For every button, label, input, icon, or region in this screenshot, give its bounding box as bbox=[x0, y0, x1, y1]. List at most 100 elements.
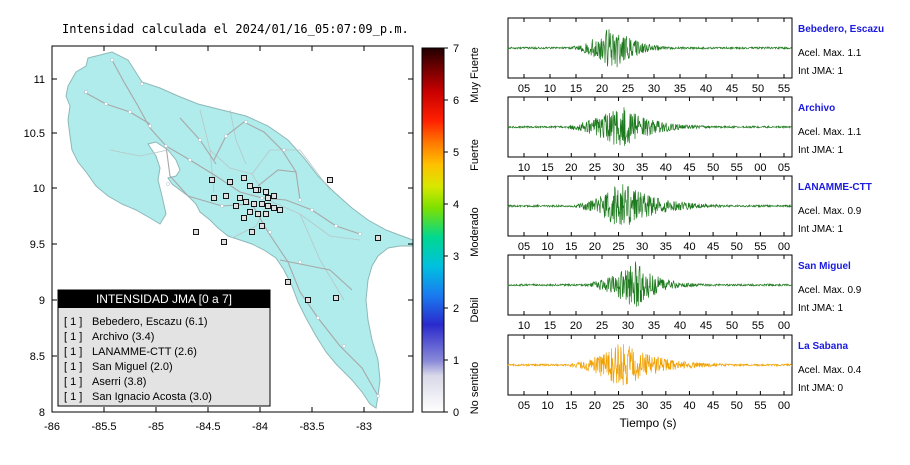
town-dot-6 bbox=[166, 182, 170, 186]
trace-jma-4: Int JMA: 0 bbox=[798, 383, 843, 394]
legend-header-bar bbox=[58, 290, 270, 308]
trace-tick-label-4-11: 00 bbox=[778, 400, 790, 412]
legend-intensity-1: [ 1 ] bbox=[64, 331, 82, 343]
town-dot-18 bbox=[342, 344, 346, 348]
trace-tick-label-1-5: 35 bbox=[636, 162, 648, 174]
station-marker-24 bbox=[327, 177, 333, 183]
trace-tick-label-0-5: 30 bbox=[648, 83, 660, 95]
trace-tick-label-0-7: 40 bbox=[700, 83, 712, 95]
station-marker-26 bbox=[285, 279, 291, 285]
trace-tick-label-2-3: 20 bbox=[589, 241, 601, 253]
trace-accel-4: Acel. Max. 0.4 bbox=[798, 365, 862, 376]
colorbar-label-3: Fuerte bbox=[469, 139, 481, 171]
station-marker-10 bbox=[259, 201, 265, 207]
trace-tick-label-2-8: 45 bbox=[707, 241, 719, 253]
trace-tick-label-3-6: 40 bbox=[674, 320, 686, 332]
legend-intensity-2: [ 1 ] bbox=[64, 346, 82, 358]
colorbar-tick-label-5: 5 bbox=[453, 147, 459, 159]
trace-tick-label-3-3: 25 bbox=[596, 320, 608, 332]
station-marker-29 bbox=[253, 187, 259, 193]
station-marker-27 bbox=[333, 295, 339, 301]
trace-tick-label-4-8: 45 bbox=[707, 400, 719, 412]
road-3 bbox=[83, 91, 151, 125]
colorbar-tick-label-2: 2 bbox=[453, 303, 459, 315]
colorbar-label-1: Debil bbox=[469, 297, 481, 322]
lat-tick-label-4: 9 bbox=[39, 295, 45, 307]
trace-panel-0: 05 10 15 20 25 30 35 40 45 50 55 Bebedero, Escazu Ac… bbox=[507, 17, 884, 95]
waveform-2 bbox=[507, 184, 793, 225]
station-marker-12 bbox=[271, 205, 277, 211]
province-boundary-8 bbox=[299, 149, 331, 191]
trace-tick-label-1-3: 25 bbox=[589, 162, 601, 174]
trace-tick-label-1-9: 55 bbox=[731, 162, 743, 174]
waveform-3 bbox=[507, 261, 793, 307]
legend-intensity-4: [ 1 ] bbox=[64, 376, 82, 388]
colorbar-tick-label-0: 0 bbox=[453, 407, 459, 419]
map-legend: INTENSIDAD JMA [0 a 7] [ 1 ] Bebedero, Esc… bbox=[57, 289, 271, 407]
trace-tick-label-3-0: 10 bbox=[518, 320, 530, 332]
costa-rica-land bbox=[65, 51, 414, 409]
trace-panel-1: 10 15 20 25 30 35 40 45 50 55 00 05 Archivo Acel. Max… bbox=[507, 96, 862, 174]
trace-tick-label-4-2: 15 bbox=[565, 400, 577, 412]
legend-station-0: Bebedero, Escazu (6.1) bbox=[92, 316, 208, 328]
trace-tick-label-0-1: 10 bbox=[544, 83, 556, 95]
lon-tick-label-6: -83 bbox=[356, 421, 372, 433]
trace-accel-2: Acel. Max. 0.9 bbox=[798, 206, 862, 217]
trace-panel-2: 05 10 15 20 25 30 35 40 45 50 55 00 LANAMME-CTT Acel.… bbox=[507, 175, 872, 253]
town-dot-21 bbox=[104, 102, 108, 106]
station-marker-13 bbox=[247, 209, 253, 215]
colorbar-label-0: No sentido bbox=[469, 362, 481, 415]
lon-tick-label-0: -86 bbox=[44, 421, 60, 433]
legend-station-3: San Miguel (2.0) bbox=[92, 361, 173, 373]
trace-tick-label-4-10: 55 bbox=[754, 400, 766, 412]
trace-tick-label-4-9: 50 bbox=[731, 400, 743, 412]
trace-tick-label-3-9: 55 bbox=[752, 320, 764, 332]
trace-panel-3: 10 15 20 25 30 35 40 45 50 55 00 San Miguel Acel. Ma… bbox=[507, 254, 862, 332]
station-marker-11 bbox=[265, 203, 271, 209]
province-boundary-4 bbox=[251, 149, 300, 175]
legend-station-5: San Ignacio Acosta (3.0) bbox=[92, 391, 212, 403]
trace-tick-label-3-10: 00 bbox=[778, 320, 790, 332]
station-marker-31 bbox=[265, 195, 271, 201]
trace-station-1: Archivo bbox=[798, 103, 835, 114]
town-dot-3 bbox=[148, 124, 152, 128]
road-1 bbox=[239, 191, 361, 235]
trace-tick-label-1-7: 45 bbox=[683, 162, 695, 174]
province-boundary-3 bbox=[209, 149, 215, 193]
town-dot-20 bbox=[198, 138, 202, 142]
station-marker-25 bbox=[375, 235, 381, 241]
province-boundary-6 bbox=[299, 213, 345, 301]
waveform-0 bbox=[507, 29, 793, 68]
trace-tick-label-4-1: 10 bbox=[542, 400, 554, 412]
trace-tick-label-3-2: 20 bbox=[570, 320, 582, 332]
station-marker-20 bbox=[259, 223, 265, 229]
trace-tick-label-3-8: 50 bbox=[726, 320, 738, 332]
road-8 bbox=[257, 169, 297, 187]
trace-tick-label-0-3: 20 bbox=[596, 83, 608, 95]
road-0 bbox=[111, 59, 241, 193]
lon-tick-label-4: -84 bbox=[252, 421, 268, 433]
map-frame bbox=[51, 45, 414, 413]
station-marker-0 bbox=[209, 177, 215, 183]
lat-tick-label-5: 8.5 bbox=[30, 351, 45, 363]
legend-box bbox=[57, 289, 271, 407]
town-dot-12 bbox=[358, 232, 362, 236]
colorbar-tick-label-6: 6 bbox=[453, 95, 459, 107]
town-dot-1 bbox=[84, 90, 88, 94]
station-marker-9 bbox=[251, 201, 257, 207]
lat-tick-label-2: 10 bbox=[33, 183, 45, 195]
lat-tick-label-1: 10.5 bbox=[24, 128, 45, 140]
trace-tick-label-3-5: 35 bbox=[648, 320, 660, 332]
trace-tick-label-2-1: 10 bbox=[542, 241, 554, 253]
town-dot-13 bbox=[282, 148, 286, 152]
trace-jma-1: Int JMA: 1 bbox=[798, 145, 843, 156]
trace-tick-label-4-3: 20 bbox=[589, 400, 601, 412]
trace-jma-3: Int JMA: 1 bbox=[798, 303, 843, 314]
legend-header: INTENSIDAD JMA [0 a 7] bbox=[96, 292, 232, 306]
town-dot-9 bbox=[298, 198, 302, 202]
province-boundary-0 bbox=[109, 149, 169, 157]
trace-tick-label-0-8: 45 bbox=[726, 83, 738, 95]
station-marker-30 bbox=[233, 203, 239, 209]
trace-tick-label-1-2: 20 bbox=[565, 162, 577, 174]
trace-tick-label-4-4: 25 bbox=[612, 400, 624, 412]
